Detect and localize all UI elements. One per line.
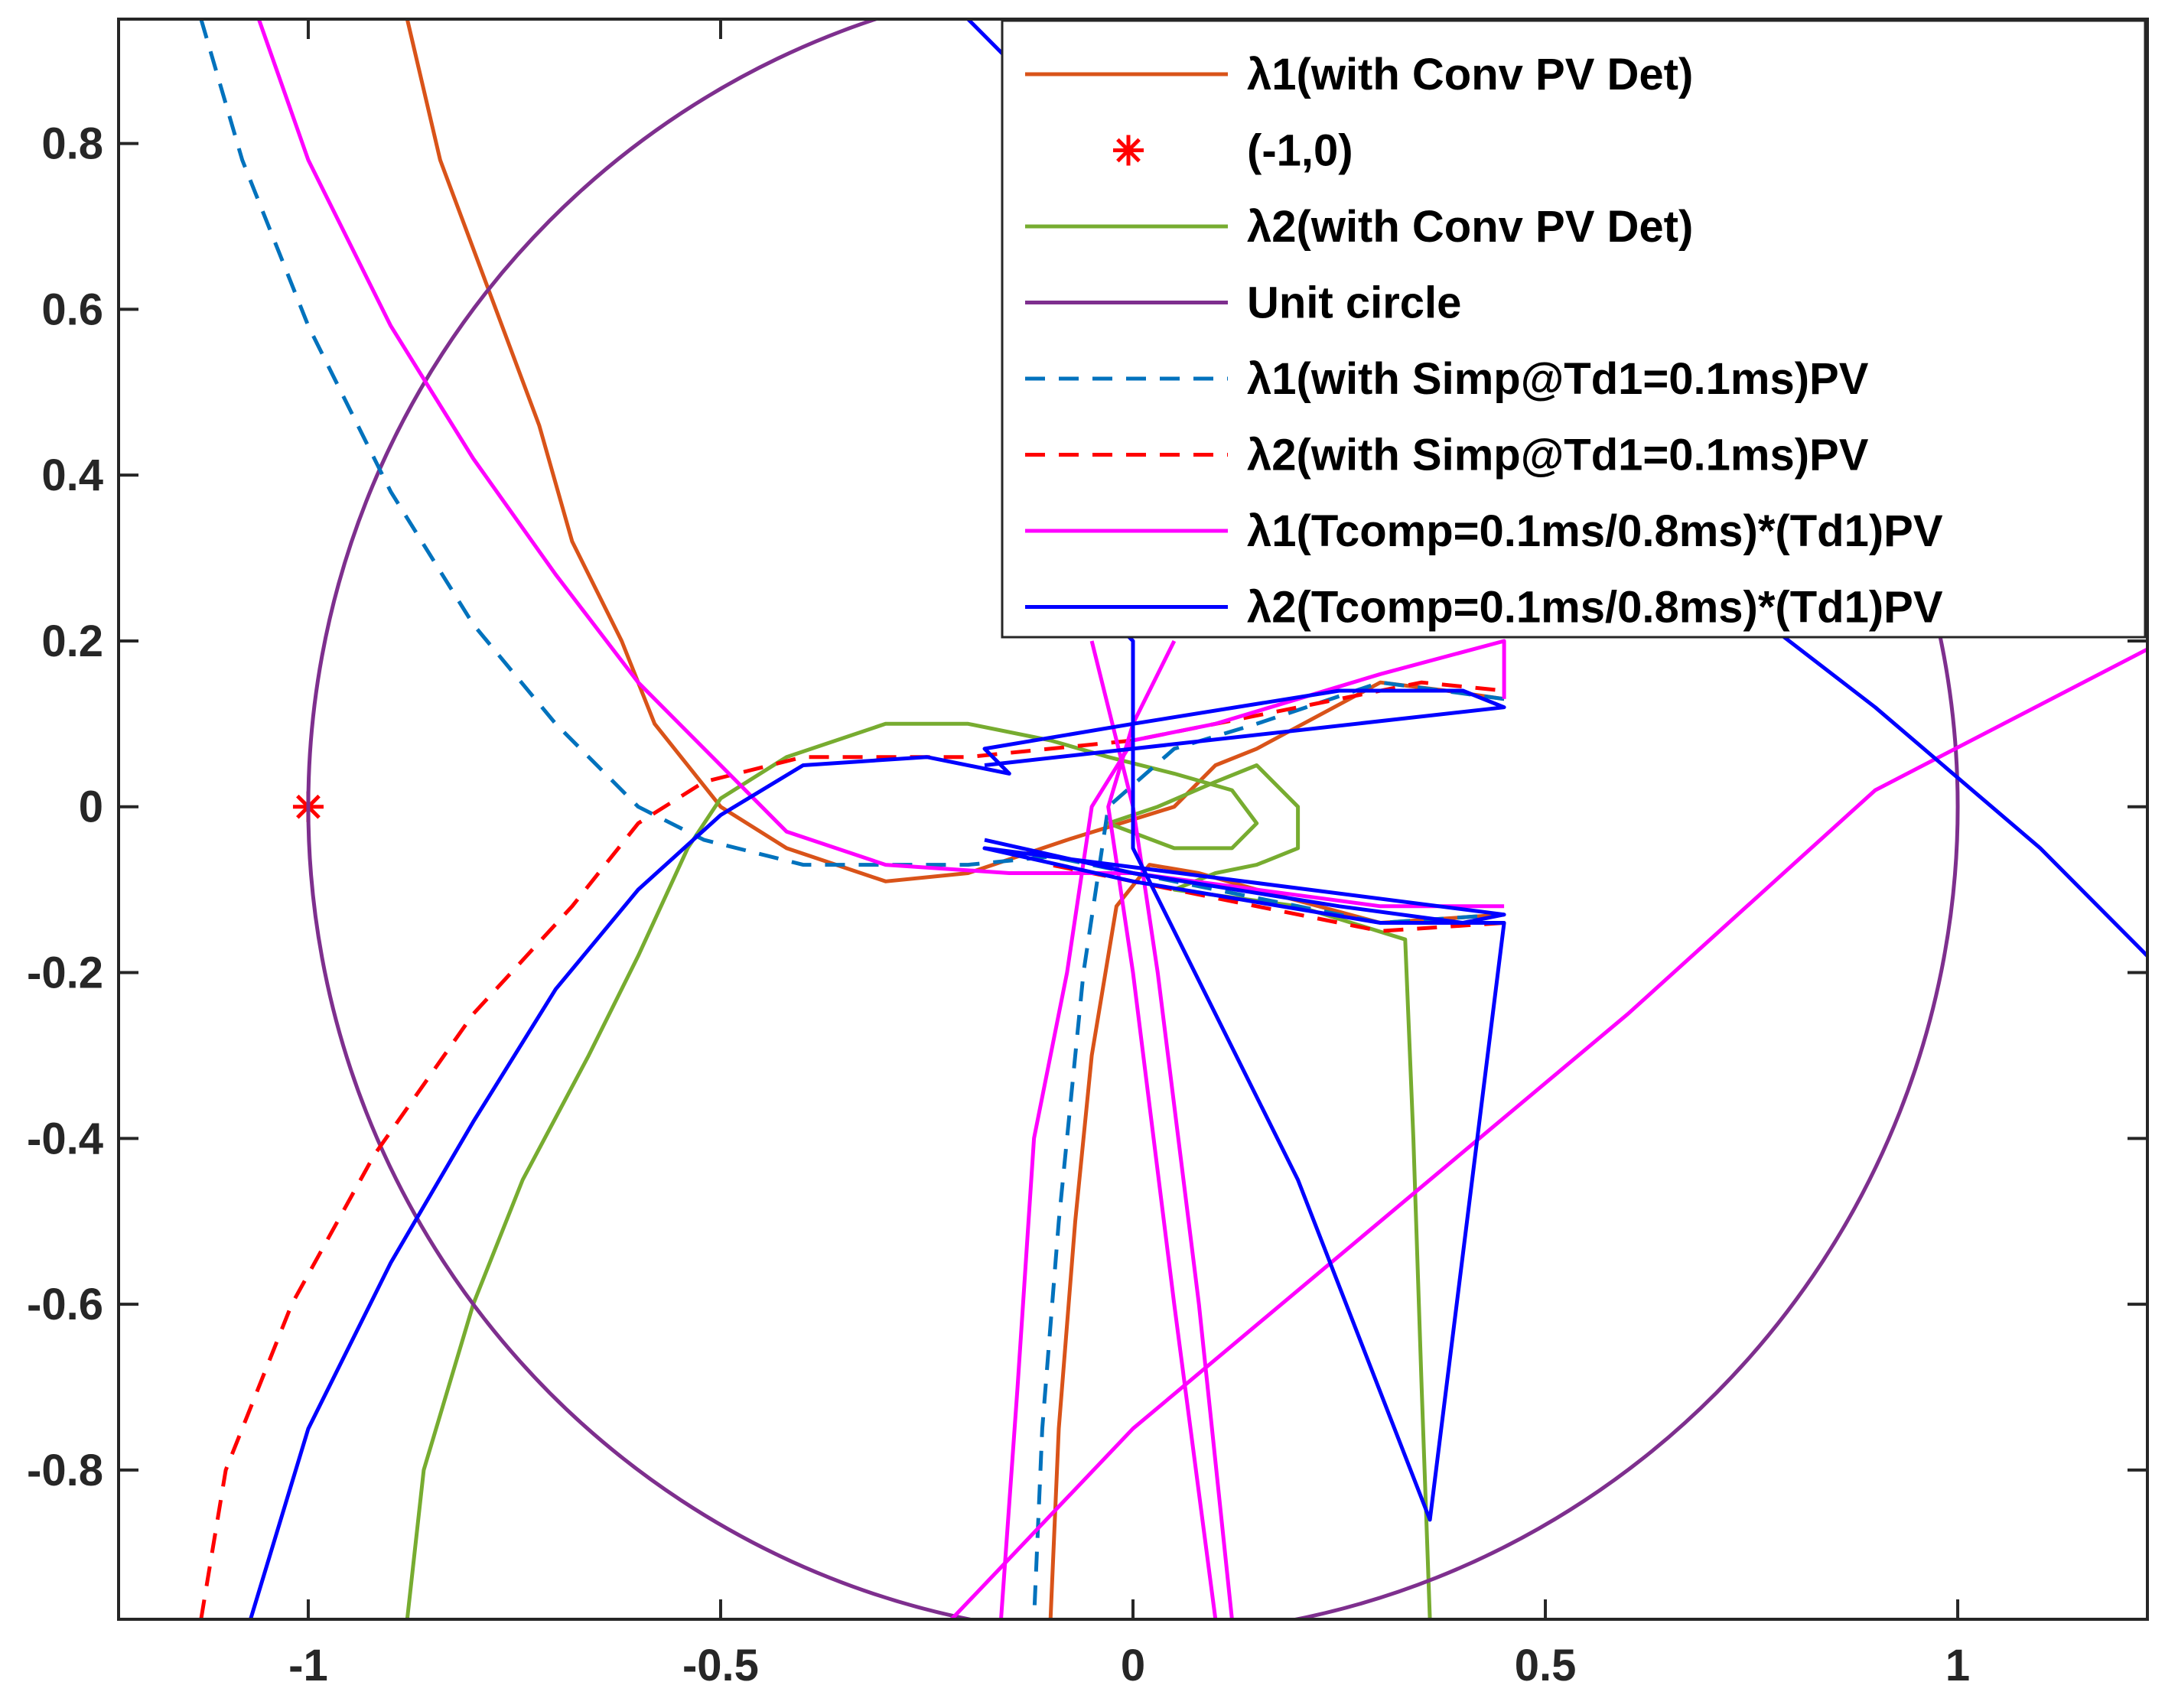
svg-text:Unit circle: Unit circle — [1247, 278, 1461, 328]
series-lambda1-tcomp-0-1ms-0-8ms-td1-pv-9 — [256, 19, 1505, 909]
svg-text:λ1(with Conv PV Det): λ1(with Conv PV Det) — [1247, 50, 1693, 99]
svg-text:λ1(with Simp@Td1=0.1ms)PV: λ1(with Simp@Td1=0.1ms)PV — [1247, 354, 1869, 404]
series-lambda2-tcomp-0-1ms-0-8ms-td1-pv-14 — [249, 688, 1506, 1619]
legend-entry-lambda1-with-conv-pv-det: λ1(with Conv PV Det) — [1025, 50, 1693, 99]
axis-layer: -1 -0.5 0 0.5 1 0.8 0.6 0.4 0.2 0 -0.2 -0.4 -0.6 -0.8 — [27, 19, 2147, 1690]
legend-entry-lambda2-with-simp-td1-0-1ms-pv: λ2(with Simp@Td1=0.1ms)PV — [1025, 431, 1869, 480]
series-lambda1-with-conv-pv-det-0 — [405, 19, 1505, 883]
y-tick-label: -0.4 — [27, 1114, 103, 1163]
x-tick-label: -1 — [288, 1641, 328, 1690]
svg-text:λ2(Tcomp=0.1ms/0.8ms)*(Td1)PV: λ2(Tcomp=0.1ms/0.8ms)*(Td1)PV — [1247, 583, 1943, 633]
x-tick-label: -0.5 — [682, 1641, 759, 1690]
legend-entry-unit-circle: Unit circle — [1025, 278, 1461, 328]
series-lambda1-tcomp-0-1ms-0-8ms-td1-pv-12 — [1106, 639, 1218, 1619]
svg-text:λ1(Tcomp=0.1ms/0.8ms)*(Td1)PV: λ1(Tcomp=0.1ms/0.8ms)*(Td1)PV — [1247, 506, 1943, 556]
legend-entry-lambda2-tcomp-0-1ms-0-8ms-td1-pv: λ2(Tcomp=0.1ms/0.8ms)*(Td1)PV — [1025, 583, 1943, 633]
legend: λ1(with Conv PV Det) (-1,0) λ2(with Conv P… — [1001, 19, 2147, 639]
y-tick-label: 0.4 — [41, 451, 103, 500]
y-tick-label: 0.8 — [41, 119, 103, 169]
x-tick-label: 1 — [1945, 1641, 1970, 1690]
series-lambda2-tcomp-0-1ms-0-8ms-td1-pv-15 — [982, 598, 1506, 1522]
x-tick-label: 0 — [1121, 1641, 1145, 1690]
svg-text:(-1,0): (-1,0) — [1247, 126, 1353, 176]
y-tick-label: -0.8 — [27, 1446, 103, 1495]
series-lambda1-with-simp-td1-0-1ms-pv-6 — [1032, 680, 1505, 1619]
y-tick-label: 0.2 — [41, 617, 103, 666]
y-tick-label: -0.6 — [27, 1280, 103, 1329]
legend-entry-lambda1-with-simp-td1-0-1ms-pv: λ1(with Simp@Td1=0.1ms)PV — [1025, 354, 1869, 404]
y-tick-label: 0 — [79, 782, 103, 832]
legend-entry-lambda2-with-conv-pv-det: λ2(with Conv PV Det) — [1025, 202, 1693, 252]
legend-entry-lambda1-tcomp-0-1ms-0-8ms-td1-pv: λ1(Tcomp=0.1ms/0.8ms)*(Td1)PV — [1025, 506, 1943, 556]
legend-entry-1-0: (-1,0) — [1113, 126, 1353, 176]
y-tick-label: -0.2 — [27, 948, 103, 998]
series-lambda2-with-conv-pv-det-3 — [405, 721, 1432, 1619]
y-tick-label: 0.6 — [41, 285, 103, 334]
legend-box — [1001, 19, 2147, 639]
svg-text:λ2(with Conv PV Det): λ2(with Conv PV Det) — [1247, 202, 1693, 252]
series-lambda1-with-simp-td1-0-1ms-pv-5 — [199, 19, 1505, 925]
series-lambda1-tcomp-0-1ms-0-8ms-td1-pv-11 — [949, 647, 2147, 1619]
svg-text:λ2(with Simp@Td1=0.1ms)PV: λ2(with Simp@Td1=0.1ms)PV — [1247, 431, 1869, 480]
x-tick-label: 0.5 — [1515, 1641, 1577, 1690]
series-unit-circle-4 — [306, 19, 1960, 1619]
series-lambda1-with-conv-pv-det-1 — [1048, 863, 1505, 1619]
